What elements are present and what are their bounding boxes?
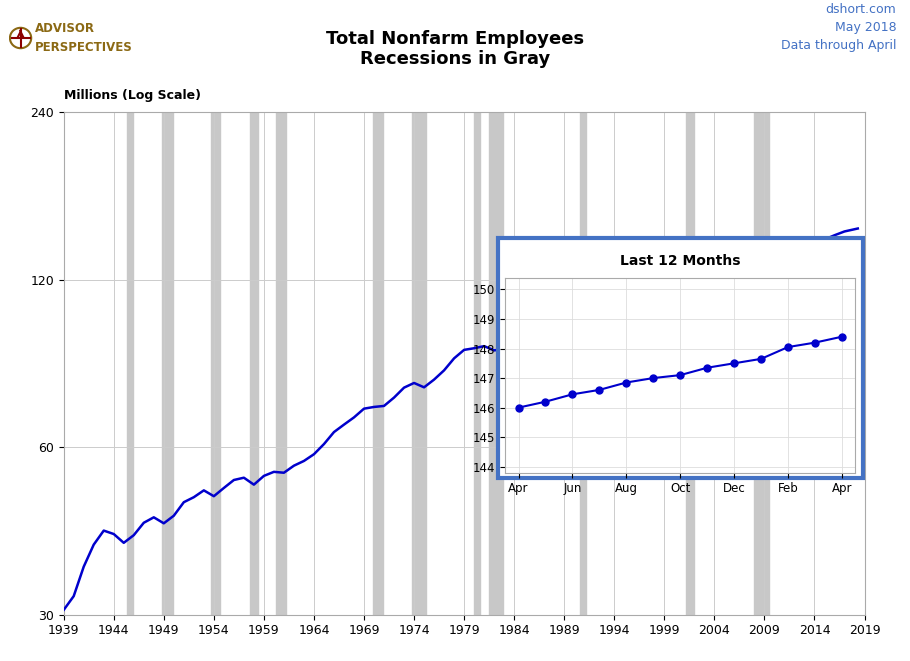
- Text: Data through April: Data through April: [781, 39, 896, 52]
- Bar: [412, 112, 426, 615]
- Text: Last 12 Months: Last 12 Months: [620, 254, 741, 268]
- Bar: [490, 112, 503, 615]
- Text: May 2018: May 2018: [834, 21, 896, 34]
- Text: Total Nonfarm Employees: Total Nonfarm Employees: [326, 30, 584, 48]
- Bar: [249, 112, 258, 615]
- Text: ADVISOR: ADVISOR: [35, 22, 95, 35]
- Bar: [127, 112, 133, 615]
- Bar: [753, 112, 770, 615]
- Bar: [210, 112, 219, 615]
- Bar: [474, 112, 480, 615]
- Text: dshort.com: dshort.com: [825, 3, 896, 17]
- Bar: [373, 112, 383, 615]
- Bar: [580, 112, 586, 615]
- Text: Recessions in Gray: Recessions in Gray: [359, 50, 551, 67]
- Text: PERSPECTIVES: PERSPECTIVES: [35, 41, 132, 54]
- Bar: [277, 112, 286, 615]
- Bar: [162, 112, 173, 615]
- Bar: [686, 112, 693, 615]
- Text: Millions (Log Scale): Millions (Log Scale): [64, 89, 201, 102]
